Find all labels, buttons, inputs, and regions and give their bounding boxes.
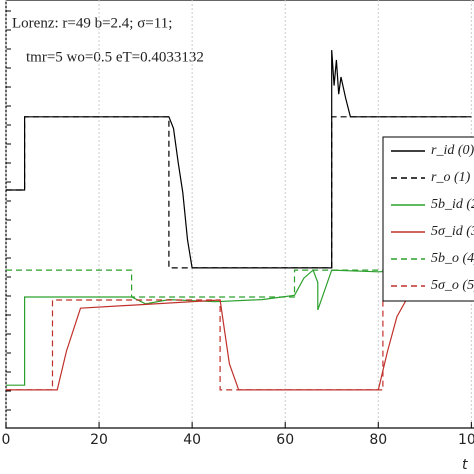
legend-box (382, 136, 474, 302)
x-tick-label: 40 (183, 432, 201, 448)
plot-frame (5, 0, 474, 429)
series-line (6, 116, 472, 269)
legend-label: r_o (1) (431, 170, 471, 185)
x-tick-label: 0 (2, 432, 11, 448)
x-tick-label: 20 (90, 432, 108, 448)
x-tick-label: 100 (458, 432, 474, 448)
x-tick-label: 60 (276, 432, 294, 448)
legend-label: 5σ_id (3) (431, 224, 474, 239)
legend-label: 5b_o (4) (431, 251, 474, 266)
legend-label: 5b_id (2) (431, 197, 474, 212)
series-line (6, 299, 472, 391)
x-axis-label: t (462, 457, 468, 473)
series-line (6, 299, 472, 391)
annotation: Lorenz: r=49 b=2.4; σ=11; (12, 15, 172, 31)
annotation: tmr=5 wo=0.5 eT=0.4033132 (26, 49, 204, 65)
legend-label: 5σ_o (5) (431, 278, 474, 293)
x-tick-label: 80 (369, 432, 387, 448)
legend-label: r_id (0) (431, 143, 474, 158)
